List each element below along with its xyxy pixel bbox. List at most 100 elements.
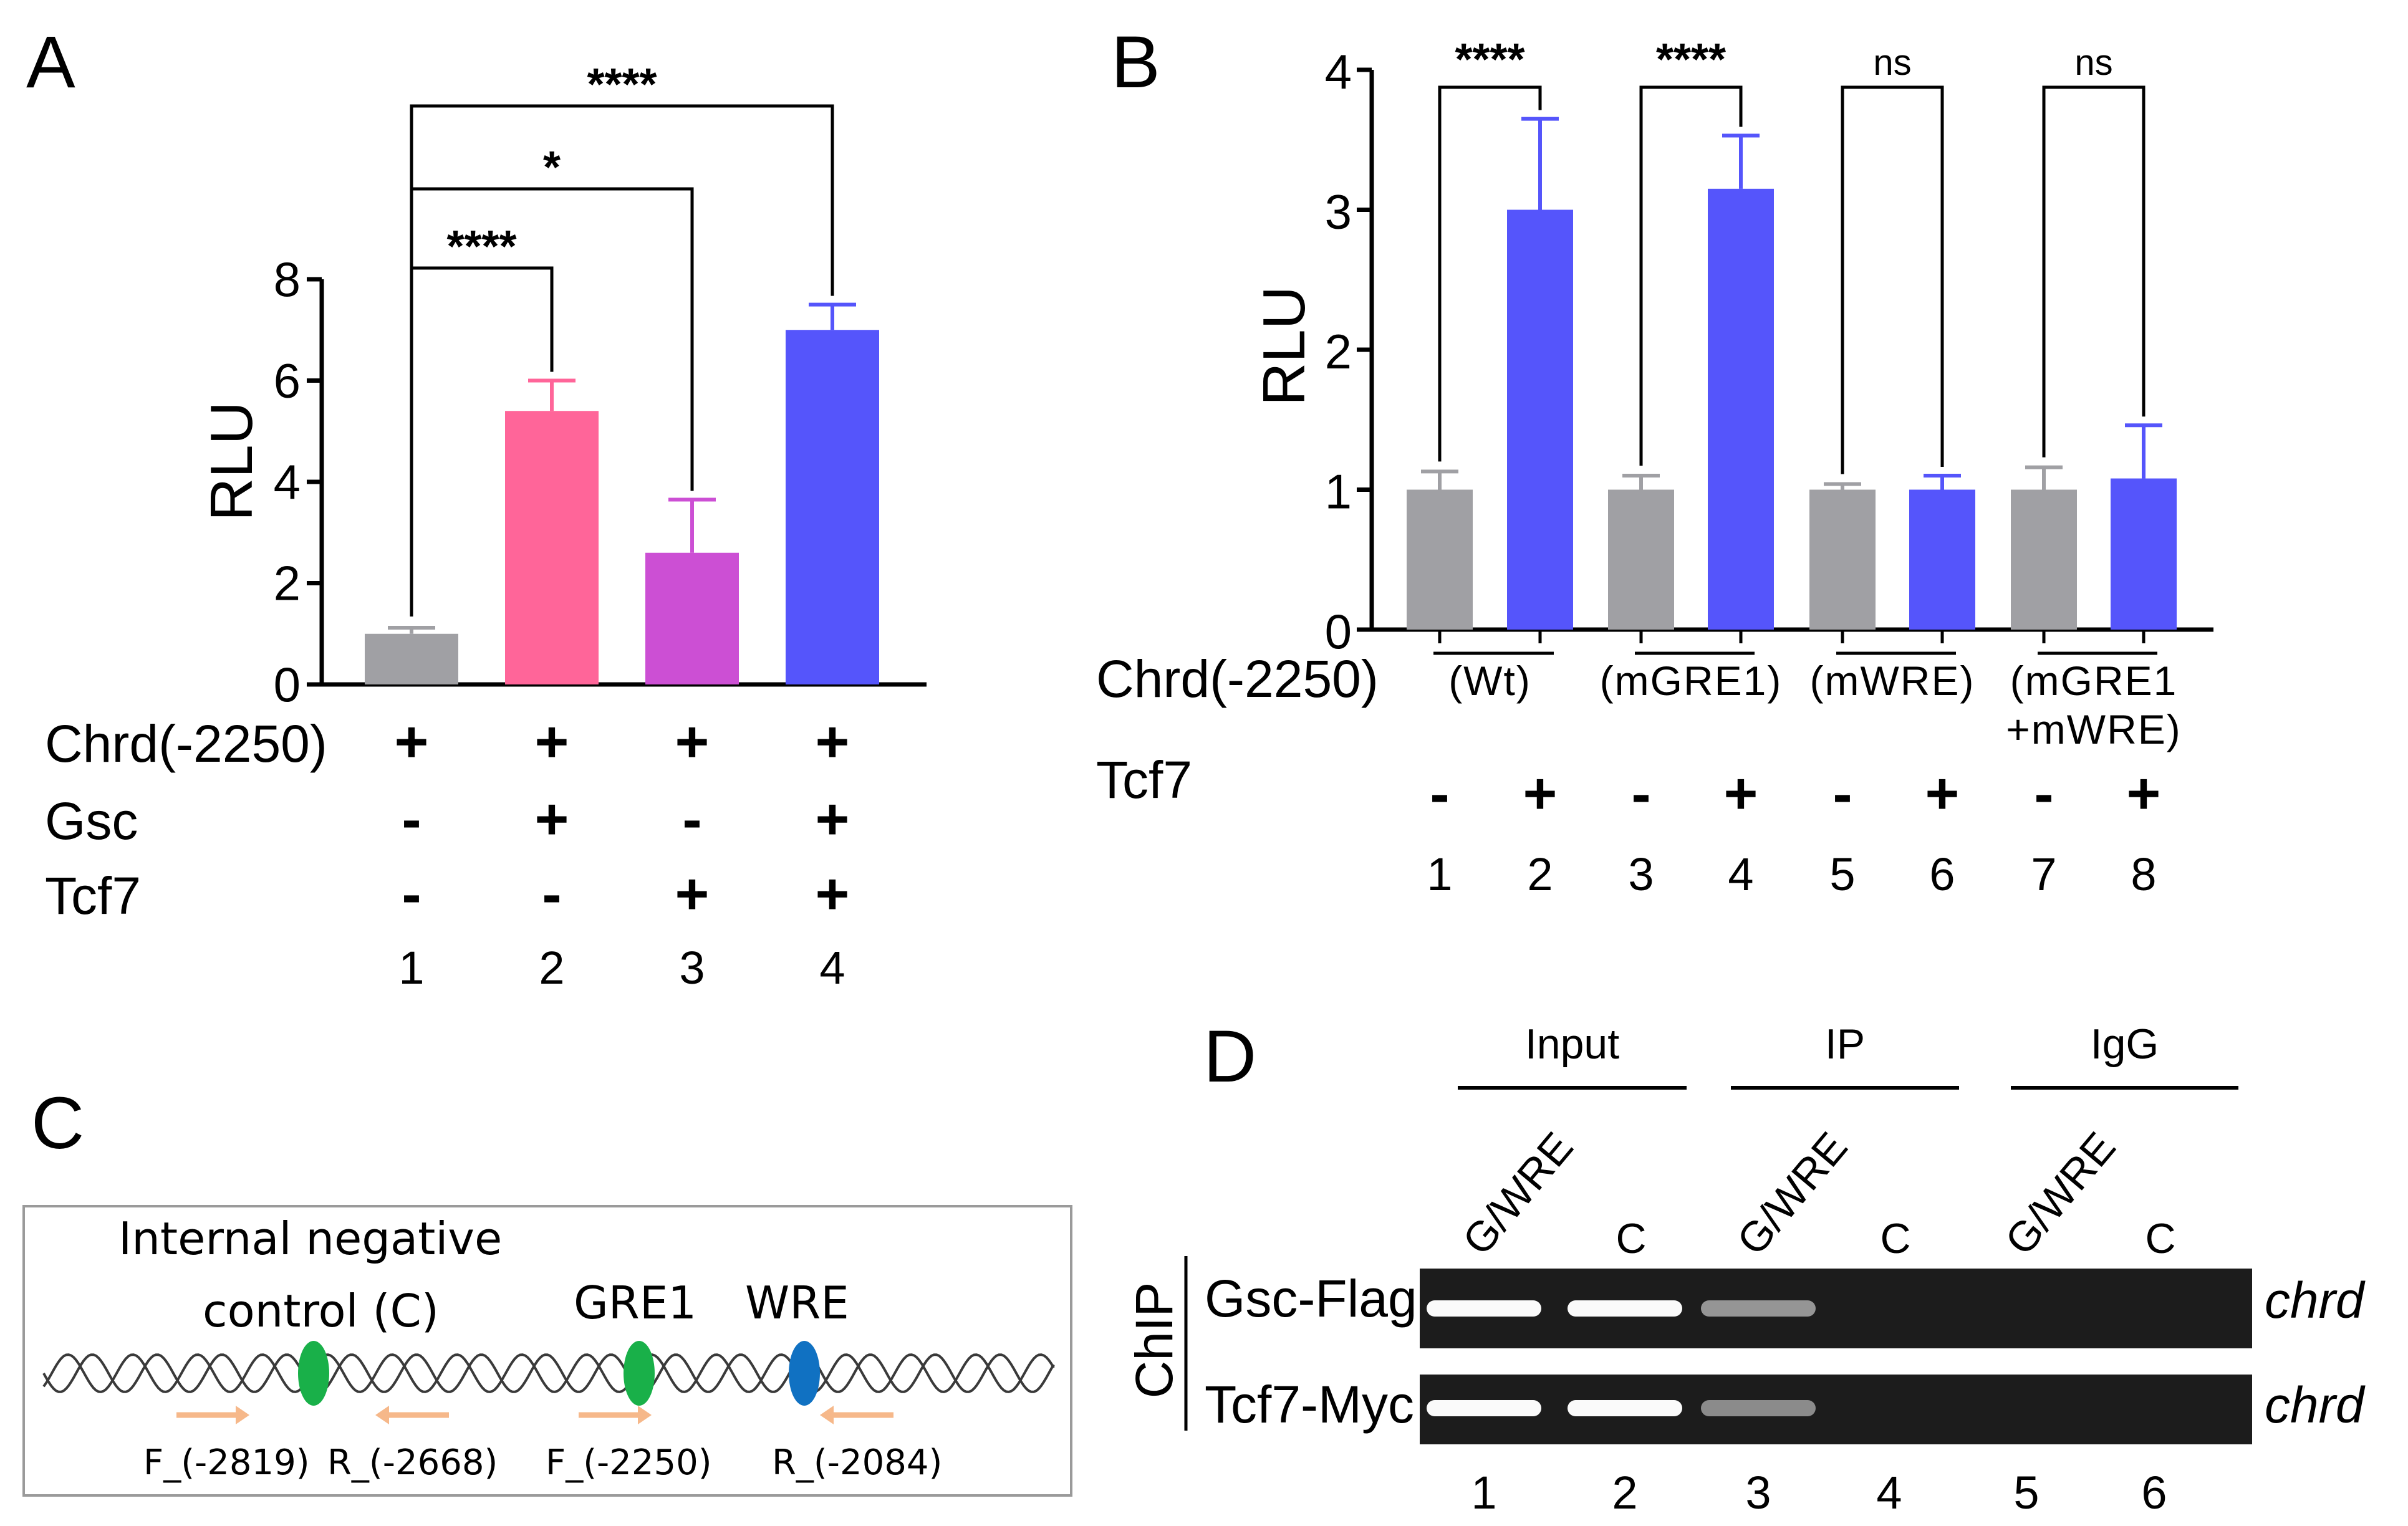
bar bbox=[2011, 489, 2077, 630]
panel-a-bars bbox=[365, 302, 879, 684]
gel-band bbox=[1427, 1400, 1541, 1416]
bar bbox=[365, 633, 458, 684]
construct-label: (mGRE1 bbox=[2010, 658, 2178, 704]
condition-sign: - bbox=[1832, 761, 1852, 826]
y-tick-label: 4 bbox=[274, 454, 301, 509]
significance-label: **** bbox=[1656, 35, 1726, 85]
panel-b-significance: **** **** ns ns bbox=[1438, 35, 2146, 474]
bar bbox=[2111, 478, 2177, 630]
gel-band bbox=[1701, 1300, 1816, 1317]
condition-sign: - bbox=[1631, 761, 1650, 826]
control-site-marker bbox=[298, 1341, 329, 1406]
y-tick-label: 2 bbox=[274, 556, 301, 611]
dna-strand-1 bbox=[42, 1353, 1055, 1393]
construct-label: +mWRE) bbox=[2006, 706, 2181, 752]
condition-sign: + bbox=[675, 861, 710, 926]
column-label: G/WRE bbox=[1453, 1123, 1582, 1264]
significance-bracket bbox=[1841, 85, 1944, 474]
y-tick-label: 1 bbox=[1325, 464, 1352, 519]
panel-d-group-headers: Input IP IgG bbox=[1458, 1020, 2238, 1090]
condition-sign: - bbox=[402, 786, 421, 852]
condition-sign: - bbox=[542, 861, 561, 926]
lane-number: 4 bbox=[1728, 848, 1753, 900]
condition-sign: + bbox=[1925, 761, 1960, 826]
y-tick-label: 8 bbox=[274, 252, 301, 307]
lane-number: 3 bbox=[1628, 848, 1654, 900]
significance-bracket bbox=[2042, 85, 2146, 458]
lane-number: 6 bbox=[2141, 1467, 2167, 1519]
internal-control-label-line1: Internal negative bbox=[118, 1212, 502, 1265]
lane-number: 4 bbox=[1876, 1467, 1902, 1519]
group-label: IgG bbox=[2091, 1020, 2159, 1068]
significance-label: **** bbox=[1455, 35, 1524, 85]
condition-sign: + bbox=[1724, 761, 1758, 826]
gel-band bbox=[1568, 1300, 1682, 1317]
lane-number: 5 bbox=[2013, 1467, 2039, 1519]
primer-arrow-reverse-1 bbox=[375, 1406, 449, 1424]
lane-number: 2 bbox=[539, 942, 564, 994]
bar bbox=[1708, 188, 1774, 630]
panel-c-frame bbox=[22, 1205, 1072, 1497]
column-label: C bbox=[1880, 1215, 1910, 1262]
gel-row-label-tcf7-myc: Tcf7-Myc bbox=[1205, 1375, 1414, 1434]
lane-number: 7 bbox=[2031, 848, 2056, 900]
condition-sign: + bbox=[535, 786, 569, 852]
significance-bracket bbox=[410, 104, 834, 617]
lane-number: 4 bbox=[819, 942, 845, 994]
lane-number: 1 bbox=[1427, 848, 1452, 900]
primer-arrow-forward-2 bbox=[579, 1406, 652, 1424]
condition-row-label: Gsc bbox=[45, 792, 138, 850]
panel-d-letter: D bbox=[1203, 1015, 1256, 1098]
panel-b-y-axis-title: RLU bbox=[1251, 286, 1317, 406]
panel-b: B RLU 0 1 2 3 4 **** **** ns ns Chrd(-2250) (Wt)… bbox=[1096, 21, 2213, 900]
group-label: IP bbox=[1825, 1020, 1865, 1068]
condition-sign: + bbox=[535, 709, 569, 774]
y-tick-label: 0 bbox=[274, 657, 301, 712]
gel-strip-tcf7-myc bbox=[1420, 1375, 2252, 1444]
gre1-label: GRE1 bbox=[574, 1277, 696, 1329]
gel-row-label-gsc-flag: Gsc-Flag bbox=[1205, 1269, 1417, 1328]
construct-label: (mGRE1) bbox=[1600, 658, 1783, 704]
primer-r-2668: R_(-2668) bbox=[327, 1442, 498, 1483]
significance-label: **** bbox=[446, 222, 516, 272]
condition-sign: - bbox=[682, 786, 701, 852]
condition-sign: + bbox=[1523, 761, 1558, 826]
significance-bracket bbox=[1639, 85, 1743, 466]
significance-label: * bbox=[543, 143, 561, 193]
lane-number: 2 bbox=[1527, 848, 1553, 900]
significance-bracket bbox=[1438, 85, 1542, 462]
y-tick-label: 3 bbox=[1325, 185, 1352, 239]
panel-b-condition-rows: Chrd(-2250) (Wt) (mGRE1) (mWRE) (mGRE1+mWRE)… bbox=[1096, 650, 2181, 900]
lane-number: 5 bbox=[1829, 848, 1855, 900]
bar bbox=[1507, 209, 1573, 630]
primer-arrow-reverse-2 bbox=[820, 1406, 893, 1424]
primer-arrow-forward-1 bbox=[176, 1406, 249, 1424]
y-tick-label: 4 bbox=[1325, 44, 1352, 99]
gel-lane-numbers: 1 2 3 4 5 6 bbox=[1471, 1467, 2167, 1519]
panel-d: D Input IP IgG G/WRE C G/WRE C G/WRE C ChIP Gsc… bbox=[1125, 1015, 2366, 1519]
panel-a-y-axis-title: RLU bbox=[198, 401, 265, 521]
gel-band bbox=[1427, 1300, 1541, 1317]
primer-f-2250: F_(-2250) bbox=[546, 1442, 712, 1483]
panel-a-condition-rows: Chrd(-2250) + + + + Gsc - + - + Tcf7 - - + +1 2 3 4 bbox=[45, 709, 849, 994]
column-label: C bbox=[2145, 1215, 2175, 1262]
panel-d-column-labels: G/WRE C G/WRE C G/WRE C bbox=[1453, 1123, 2175, 1264]
panel-c: C Internal negative control (C) GRE1 WRE… bbox=[22, 1082, 1072, 1497]
panel-a-y-ticks: 0 2 4 6 8 bbox=[274, 252, 322, 712]
panel-a-significance: ********* bbox=[410, 60, 834, 617]
gel-band bbox=[1568, 1400, 1682, 1416]
lane-number: 1 bbox=[1471, 1467, 1496, 1519]
construct-label: (Wt) bbox=[1448, 658, 1531, 704]
y-tick-label: 6 bbox=[274, 353, 301, 408]
lane-number: 2 bbox=[1612, 1467, 1637, 1519]
condition-sign: - bbox=[402, 861, 421, 926]
gel-right-label-1: chrd bbox=[2265, 1272, 2366, 1329]
panel-b-letter: B bbox=[1111, 21, 1160, 103]
condition-sign: + bbox=[675, 709, 710, 774]
panel-b-bars bbox=[1407, 117, 2177, 643]
y-tick-label: 2 bbox=[1325, 324, 1352, 379]
column-label: C bbox=[1616, 1215, 1646, 1262]
significance-label: **** bbox=[587, 60, 657, 110]
bar bbox=[505, 411, 599, 684]
